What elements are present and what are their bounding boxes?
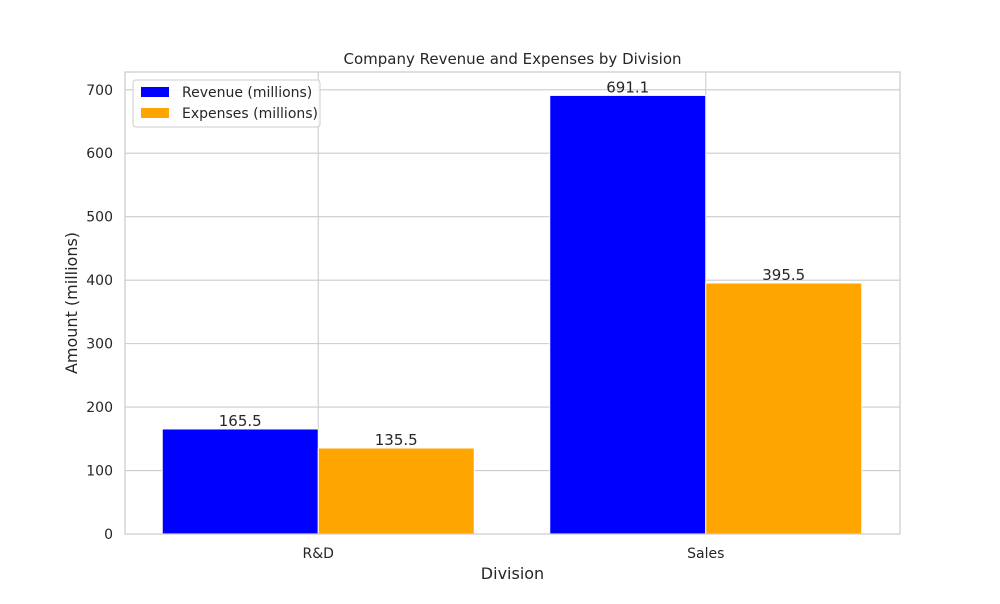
legend-swatch-expenses — [141, 108, 169, 118]
data-label-sales-expenses: 395.5 — [762, 266, 805, 284]
legend-label-revenue: Revenue (millions) — [182, 85, 312, 101]
bar-sales-revenue — [549, 94, 707, 535]
data-label-r-d-revenue: 165.5 — [219, 412, 262, 430]
y-tick-label: 300 — [86, 337, 113, 353]
y-tick-label: 400 — [86, 273, 113, 289]
data-label-sales-revenue: 691.1 — [606, 78, 649, 96]
legend: Revenue (millions) Expenses (millions) — [132, 79, 321, 128]
plot-frame — [124, 71, 901, 535]
y-tick-label: 500 — [86, 210, 113, 226]
data-label-r-d-expenses: 135.5 — [375, 431, 418, 449]
bar-r-d-revenue — [161, 428, 319, 535]
x-tick-label: R&D — [303, 546, 334, 562]
chart-title: Company Revenue and Expenses by Division — [343, 50, 681, 68]
bar-sales-expenses — [705, 282, 863, 535]
legend-box — [132, 79, 321, 128]
x-axis-label: Division — [481, 564, 544, 583]
legend-label-expenses: Expenses (millions) — [182, 106, 318, 122]
y-tick-label: 700 — [86, 83, 113, 99]
y-axis-label: Amount (millions) — [62, 232, 81, 374]
y-tick-label: 100 — [86, 464, 113, 480]
data-labels: 165.5 691.1 135.5 395.5 — [219, 78, 805, 449]
bars — [161, 94, 863, 535]
y-tick-label: 600 — [86, 146, 113, 162]
x-tick-label: Sales — [687, 546, 724, 562]
y-tick-label: 200 — [86, 400, 113, 416]
y-tick-label: 0 — [104, 527, 113, 543]
bar-r-d-expenses — [317, 447, 475, 535]
ticks: 0 100 200 300 400 500 600 700 R&D Sales — [86, 83, 724, 562]
legend-swatch-revenue — [141, 87, 169, 97]
